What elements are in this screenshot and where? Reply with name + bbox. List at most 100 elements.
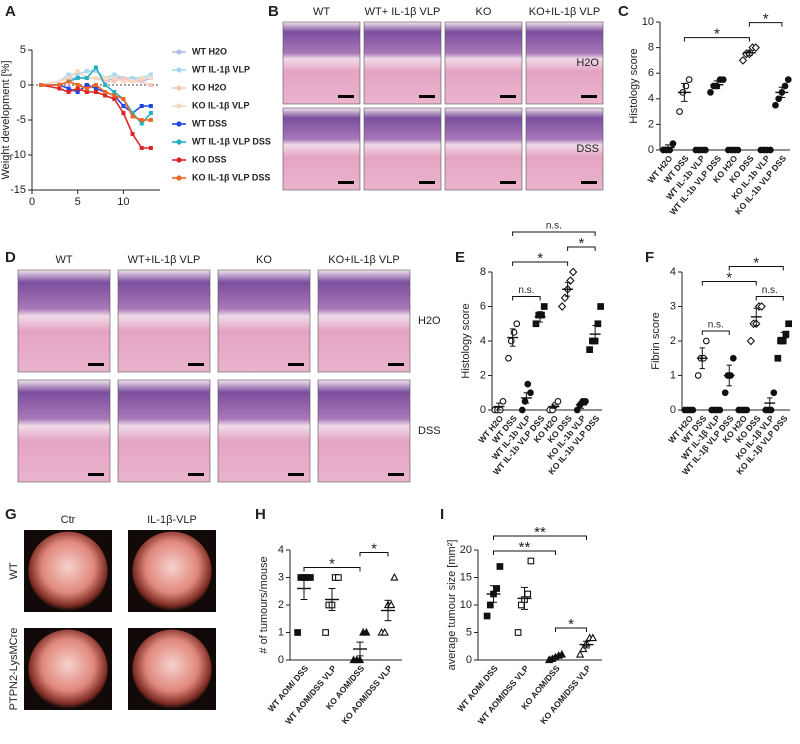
- legend-label: KO H2O: [192, 82, 227, 92]
- data-point: [94, 90, 98, 94]
- legend-marker: [176, 49, 182, 55]
- data-point: [524, 380, 532, 388]
- data-point: [719, 76, 727, 83]
- significance-label: *: [578, 235, 584, 252]
- y-tick-label: 8: [480, 266, 486, 278]
- column-label: KO+IL-1β VLP: [328, 254, 399, 266]
- legend-marker: [176, 157, 182, 163]
- micrograph: [17, 379, 111, 483]
- row-label: DSS: [418, 425, 441, 437]
- significance-bracket: [701, 330, 730, 335]
- data-point: [139, 118, 144, 122]
- data-point: [94, 65, 98, 70]
- scale-bar: [338, 181, 354, 184]
- y-tick-label: 5: [466, 626, 472, 638]
- data-point: [39, 83, 44, 87]
- column-label: KO: [256, 254, 272, 266]
- legend-label: KO IL-1β VLP: [192, 100, 250, 110]
- panel-label: A: [5, 3, 16, 20]
- data-point: [307, 574, 314, 581]
- data-point: [66, 79, 71, 84]
- data-point: [781, 82, 789, 90]
- data-point: [130, 76, 135, 80]
- y-tick-label: 0: [648, 144, 654, 156]
- micrograph: [444, 21, 523, 105]
- data-point: [103, 79, 108, 84]
- y-axis-label: Histology score: [628, 48, 640, 123]
- significance-bracket: [493, 550, 556, 555]
- data-point: [390, 572, 399, 581]
- data-point: [130, 132, 135, 136]
- y-tick-label: 3: [278, 571, 284, 583]
- row-label: DSS: [576, 143, 599, 155]
- data-point: [676, 108, 683, 115]
- data-point: [355, 655, 365, 664]
- y-tick-label: 2: [278, 599, 284, 611]
- data-point: [594, 320, 602, 328]
- row-label: WT: [8, 562, 20, 579]
- data-point: [685, 76, 693, 83]
- y-tick-label: 0: [670, 404, 676, 416]
- data-point: [757, 302, 766, 311]
- data-point: [707, 89, 714, 96]
- legend-label: WT H2O: [192, 46, 227, 56]
- y-tick-label: 4: [670, 266, 676, 278]
- data-point: [362, 627, 371, 636]
- y-axis-label: # of tumours/mouse: [258, 556, 270, 653]
- micrograph: [217, 269, 311, 373]
- significance-label: *: [329, 555, 335, 572]
- data-point: [517, 601, 525, 609]
- significance-bracket: [555, 627, 587, 632]
- y-tick-label: 2: [648, 118, 654, 130]
- panel-label: B: [268, 3, 279, 20]
- data-point: [75, 83, 80, 87]
- data-point: [94, 83, 98, 87]
- y-tick-label: 8: [648, 42, 654, 54]
- y-tick-label: 2: [480, 369, 486, 381]
- data-point: [702, 337, 710, 345]
- data-point: [738, 55, 748, 65]
- y-tick-label: 3: [670, 300, 676, 312]
- y-tick-label: 10: [642, 16, 654, 28]
- panel-label: E: [455, 249, 465, 266]
- significance-bracket: [512, 231, 596, 236]
- data-point: [510, 329, 518, 336]
- y-tick-label: -10: [10, 149, 26, 161]
- scale-bar: [388, 363, 404, 366]
- data-point: [774, 354, 782, 362]
- legend-label: WT IL-1β VLP: [192, 64, 250, 74]
- data-point: [785, 320, 792, 328]
- column-label: KO: [476, 6, 492, 18]
- y-tick-label: 0: [20, 79, 26, 91]
- data-point: [66, 86, 71, 91]
- significance-label: *: [763, 11, 769, 28]
- y-tick-label: 0: [480, 404, 486, 416]
- legend-label: KO DSS: [192, 154, 227, 164]
- data-point: [294, 629, 301, 636]
- data-point: [57, 79, 62, 84]
- data-point: [597, 303, 604, 310]
- y-tick-label: 0: [278, 654, 284, 666]
- scale-bar: [500, 95, 516, 98]
- data-point: [94, 69, 98, 73]
- data-point: [103, 93, 108, 98]
- data-point: [130, 79, 135, 84]
- data-point: [538, 311, 545, 319]
- endoscopy-view: [132, 531, 212, 611]
- data-point: [84, 83, 89, 87]
- data-point: [75, 69, 80, 73]
- significance-label: *: [726, 269, 732, 286]
- data-point: [669, 140, 677, 147]
- data-point: [121, 79, 126, 84]
- significance-bracket: [512, 261, 569, 266]
- scale-bar: [188, 473, 204, 476]
- data-point: [524, 590, 532, 598]
- data-point: [130, 111, 135, 115]
- data-point: [139, 121, 144, 126]
- data-point: [112, 76, 117, 80]
- legend-marker: [176, 175, 182, 181]
- row-label: H2O: [576, 57, 599, 69]
- micrograph: [363, 107, 442, 191]
- data-point: [112, 97, 117, 101]
